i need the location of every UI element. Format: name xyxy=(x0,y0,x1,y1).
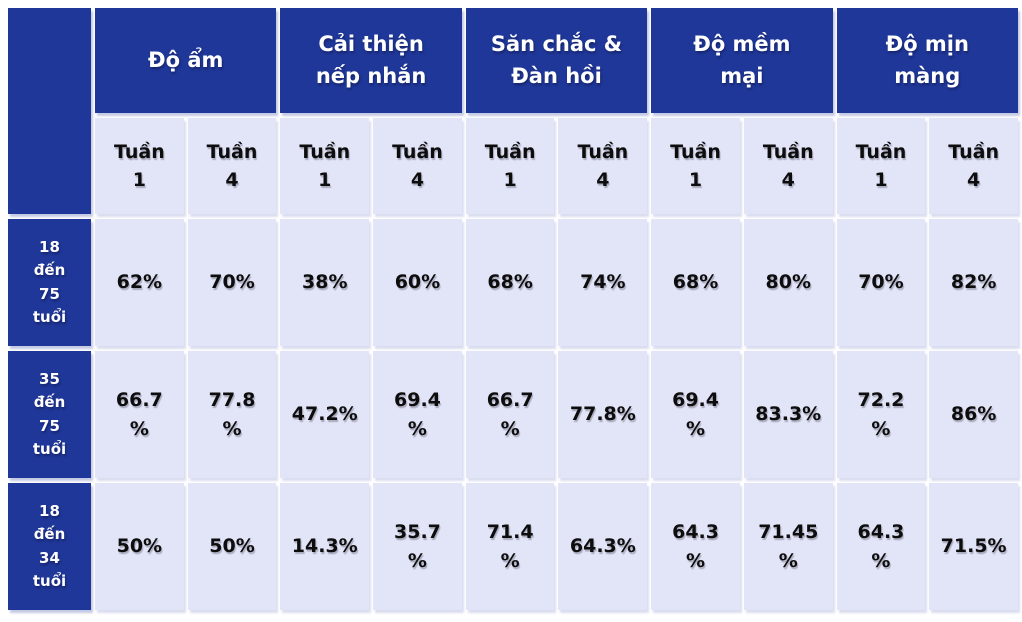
skin-results-table: Độ ẩm Cải thiện nếp nhắn Săn chắc & Đàn … xyxy=(8,8,1018,610)
value-cell: 64.3% xyxy=(558,483,648,610)
value-cell: 47.2% xyxy=(280,351,370,478)
row-label-age-35-75: 35 đến 75 tuổi xyxy=(8,351,91,478)
value-cell: 71.5% xyxy=(929,483,1018,610)
group-header-moisture: Độ ẩm xyxy=(95,8,277,113)
value-cell: 70% xyxy=(187,219,277,346)
value-cell: 66.7 % xyxy=(465,351,555,478)
week-header-softness-week4: Tuần 4 xyxy=(743,118,833,214)
week-header-smoothness-week4: Tuần 4 xyxy=(929,118,1018,214)
value-cell: 82% xyxy=(929,219,1018,346)
value-cell: 72.2 % xyxy=(836,351,926,478)
row-label-age-18-34: 18 đến 34 tuổi xyxy=(8,483,91,610)
value-cell: 80% xyxy=(743,219,833,346)
group-header-softness: Độ mềm mại xyxy=(651,8,833,113)
value-cell: 86% xyxy=(929,351,1018,478)
value-cell: 71.45 % xyxy=(743,483,833,610)
value-cell: 35.7 % xyxy=(373,483,462,610)
group-header-smoothness: Độ mịn màng xyxy=(836,8,1018,113)
value-cell: 64.3 % xyxy=(651,483,740,610)
value-cell: 69.4 % xyxy=(373,351,462,478)
value-cell: 69.4 % xyxy=(651,351,740,478)
value-cell: 64.3 % xyxy=(836,483,926,610)
row-label-age-18-75: 18 đến 75 tuổi xyxy=(8,219,91,346)
value-cell: 62% xyxy=(95,219,184,346)
week-header-smoothness-week1: Tuần 1 xyxy=(836,118,926,214)
value-cell: 50% xyxy=(187,483,277,610)
value-cell: 74% xyxy=(558,219,648,346)
group-header-firmness-elasticity: Săn chắc & Đàn hồi xyxy=(465,8,648,113)
week-header-softness-week1: Tuần 1 xyxy=(651,118,740,214)
value-cell: 66.7 % xyxy=(95,351,184,478)
value-cell: 83.3% xyxy=(743,351,833,478)
value-cell: 60% xyxy=(373,219,462,346)
week-header-firmness-week1: Tuần 1 xyxy=(465,118,555,214)
week-header-firmness-week4: Tuần 4 xyxy=(558,118,648,214)
value-cell: 71.4 % xyxy=(465,483,555,610)
value-cell: 38% xyxy=(280,219,370,346)
value-cell: 50% xyxy=(95,483,184,610)
week-header-wrinkle-week1: Tuần 1 xyxy=(280,118,370,214)
week-header-moisture-week4: Tuần 4 xyxy=(187,118,277,214)
week-header-wrinkle-week4: Tuần 4 xyxy=(373,118,462,214)
corner-cell xyxy=(8,8,91,214)
value-cell: 68% xyxy=(465,219,555,346)
value-cell: 68% xyxy=(651,219,740,346)
value-cell: 77.8 % xyxy=(187,351,277,478)
value-cell: 14.3% xyxy=(280,483,370,610)
group-header-wrinkle-improvement: Cải thiện nếp nhắn xyxy=(280,8,462,113)
value-cell: 70% xyxy=(836,219,926,346)
week-header-moisture-week1: Tuần 1 xyxy=(95,118,184,214)
value-cell: 77.8% xyxy=(558,351,648,478)
